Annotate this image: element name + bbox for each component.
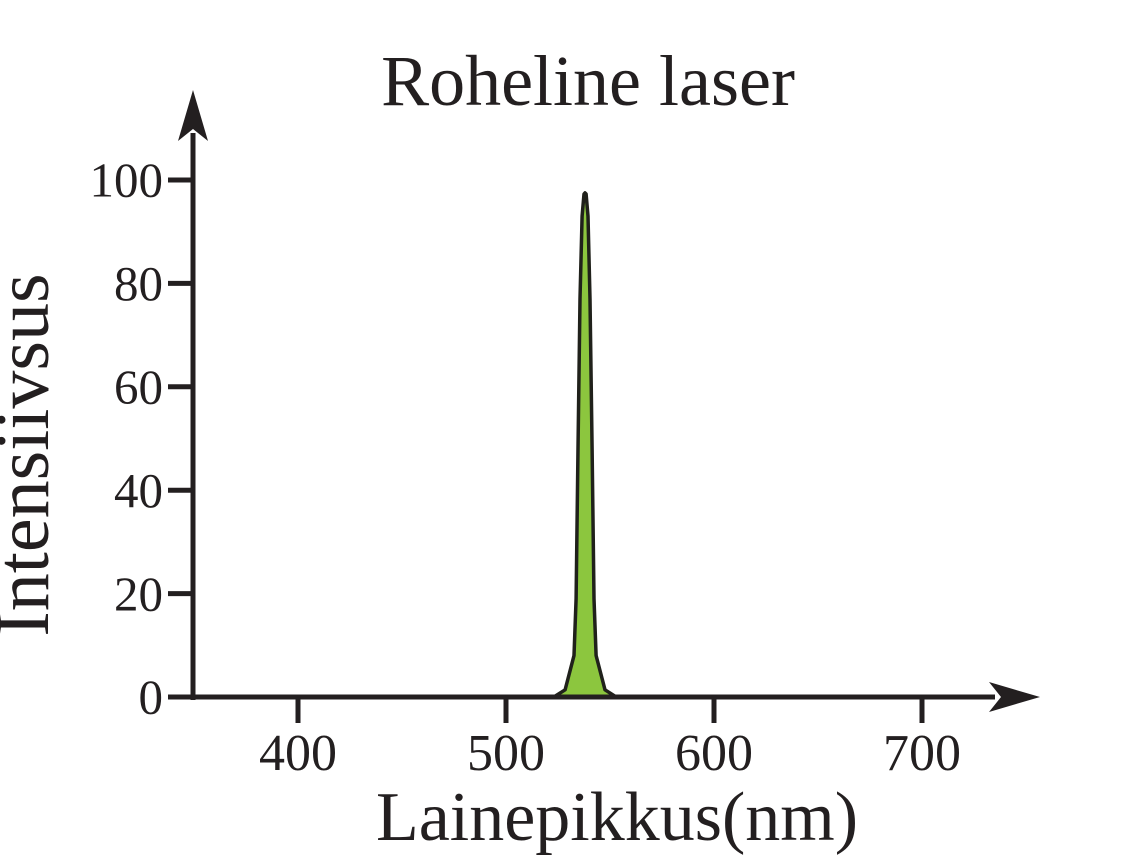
x-axis-title: Lainepikkus(nm) xyxy=(376,779,858,856)
y-tick-label: 100 xyxy=(90,153,164,208)
x-tick-label: 500 xyxy=(467,725,545,782)
y-tick-label: 0 xyxy=(139,670,164,725)
x-tick-label: 400 xyxy=(259,725,337,782)
y-tick-label: 80 xyxy=(114,256,163,311)
x-axis-arrow-icon xyxy=(989,682,1040,712)
x-tick-label: 700 xyxy=(883,725,961,782)
laser-peak-area xyxy=(552,191,618,699)
y-axis-title: Intensiivsus xyxy=(0,273,65,636)
x-tick-label: 600 xyxy=(675,725,753,782)
chart-title: Roheline laser xyxy=(381,41,795,121)
y-tick-label: 20 xyxy=(114,566,163,621)
y-tick-label: 40 xyxy=(114,463,163,518)
x-axis-ticks: 400 500 600 700 xyxy=(259,697,961,782)
y-axis-arrow-icon xyxy=(178,90,208,141)
y-axis-ticks: 0 20 40 60 80 100 xyxy=(90,153,193,725)
y-tick-label: 60 xyxy=(114,359,163,414)
axes xyxy=(170,90,1040,712)
